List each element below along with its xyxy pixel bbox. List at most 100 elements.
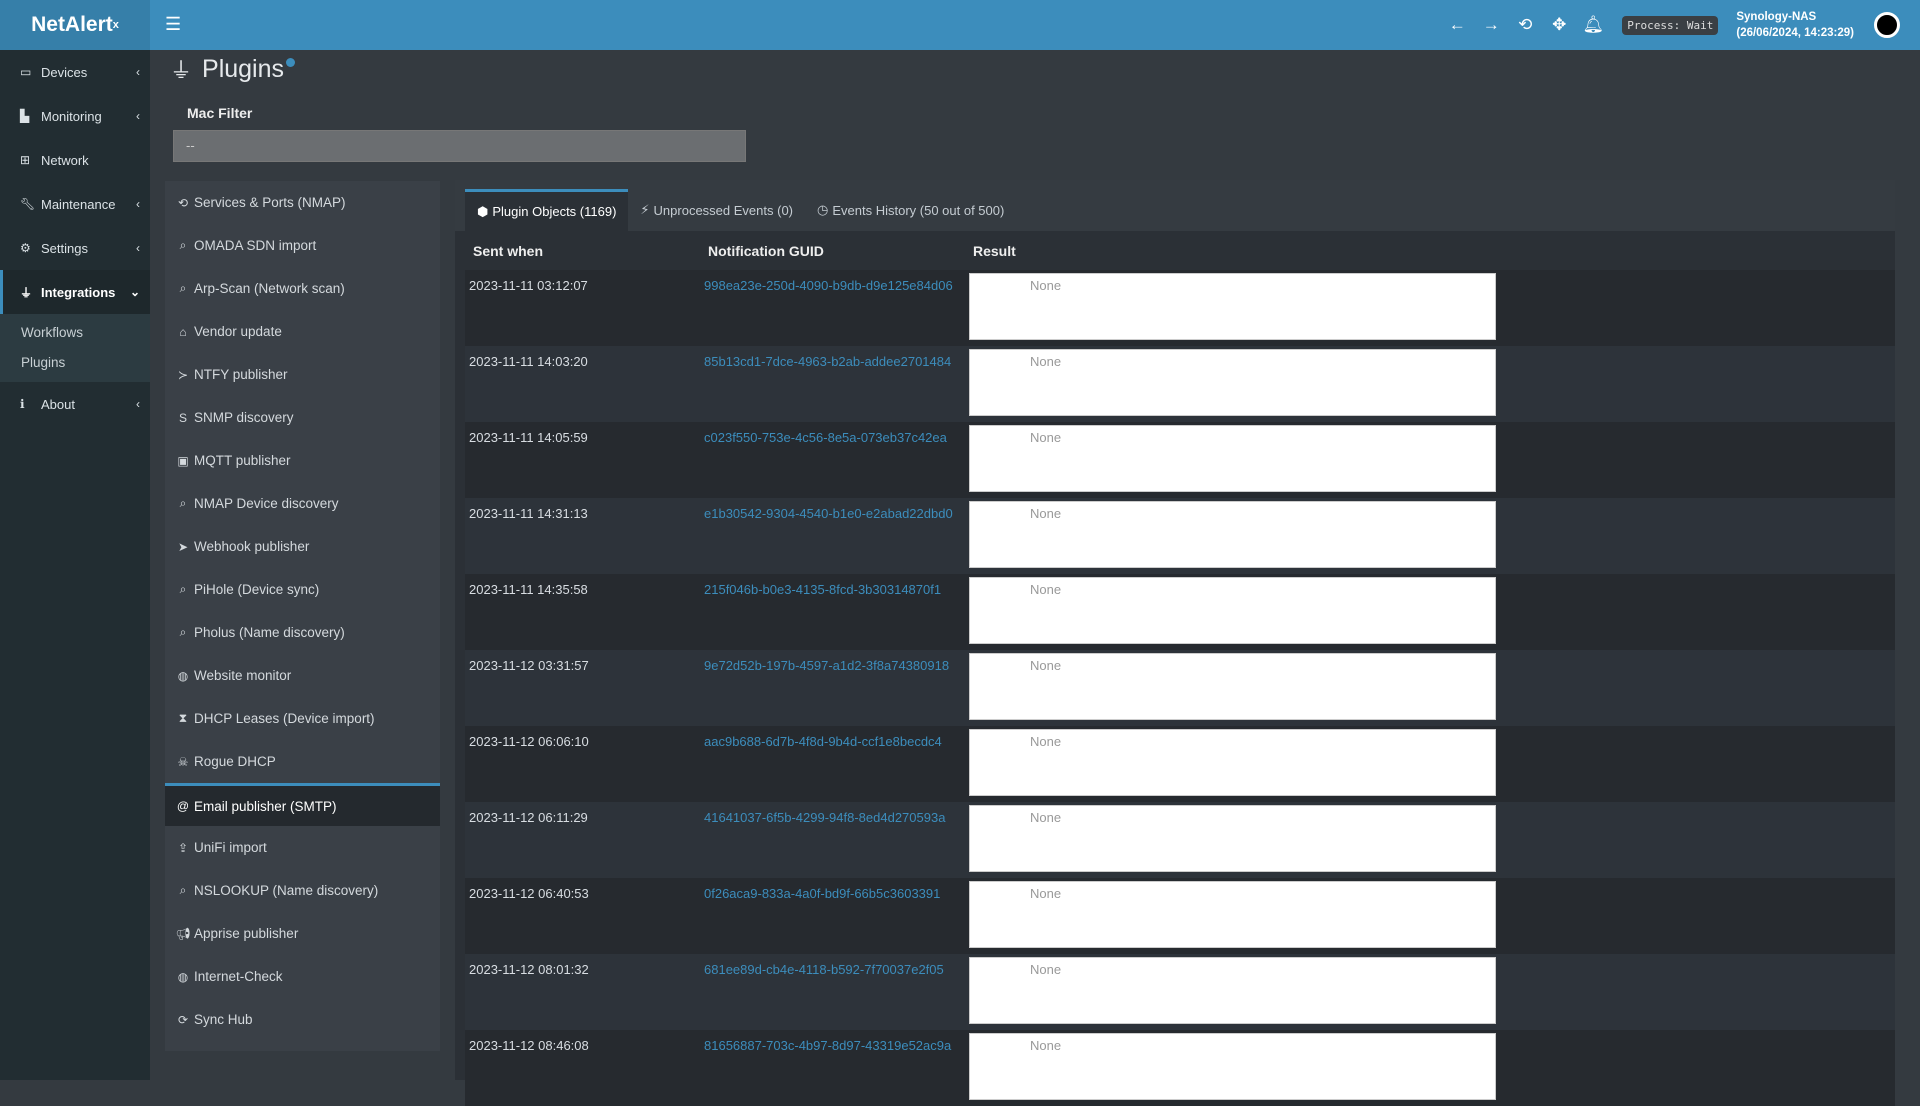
plugin-icon: ⌂ — [179, 324, 187, 339]
plugin-icon: ⧗ — [178, 711, 188, 725]
tab-plugin-objects[interactable]: ⬢ Plugin Objects (1169) — [465, 189, 629, 231]
plugin-item[interactable]: @ Email publisher (SMTP) — [165, 783, 440, 826]
result-textarea[interactable]: None — [969, 349, 1496, 416]
move-icon[interactable]: ✥ — [1552, 15, 1567, 34]
result-textarea[interactable]: None — [969, 881, 1496, 948]
result-textarea[interactable]: None — [969, 653, 1496, 720]
guid-link[interactable]: e1b30542-9304-4540-b1e0-e2abad22dbd0 — [704, 506, 953, 521]
mac-filter-select[interactable]: -- — [173, 130, 746, 162]
tab-events-history[interactable]: ◷ Events History (50 out of 500) — [805, 189, 1016, 231]
plugin-item[interactable]: ⌕ Arp-Scan (Network scan) — [165, 267, 440, 310]
col-result[interactable]: Result — [973, 243, 1016, 259]
plugin-item[interactable]: ⌕ Pholus (Name discovery) — [165, 611, 440, 654]
plugin-item[interactable]: ⟲ Services & Ports (NMAP) — [165, 181, 440, 224]
plugin-item[interactable]: ⌕ OMADA SDN import — [165, 224, 440, 267]
plugin-item[interactable]: S SNMP discovery — [165, 396, 440, 439]
guid-link[interactable]: 215f046b-b0e3-4135-8fcd-3b30314870f1 — [704, 582, 942, 597]
guid-link[interactable]: 41641037-6f5b-4299-94f8-8ed4d270593a — [704, 810, 946, 825]
menu-toggle-icon[interactable]: ☰ — [165, 14, 182, 34]
plugin-item[interactable]: ⌕ PiHole (Device sync) — [165, 568, 440, 611]
sidebar-subitem-plugins[interactable]: Plugins — [21, 355, 66, 370]
plugin-item[interactable]: 📢︎ Apprise publisher — [165, 912, 440, 955]
plugin-item[interactable]: ⇪ UniFi import — [165, 826, 440, 869]
sidebar-item-integrations[interactable]: ⏚ Integrations ⌄ — [0, 270, 150, 314]
result-textarea[interactable]: None — [969, 1033, 1496, 1100]
plugin-icon: ◍ — [177, 668, 189, 683]
guid-cell: 681ee89d-cb4e-4118-b592-7f70037e2f05 — [700, 954, 965, 1030]
plugin-panel: ⬢ Plugin Objects (1169) ⚡︎ Unprocessed Eve… — [455, 180, 1895, 1106]
plugin-item[interactable]: ▣ MQTT publisher — [165, 439, 440, 482]
plugin-item[interactable]: ⧗ DHCP Leases (Device import) — [165, 697, 440, 740]
tabs: ⬢ Plugin Objects (1169) ⚡︎ Unprocessed Eve… — [455, 180, 1895, 232]
plugin-icon: ▣ — [177, 453, 189, 468]
guid-link[interactable]: 9e72d52b-197b-4597-a1d2-3f8a74380918 — [704, 658, 950, 673]
bolt-icon: ⚡︎ — [640, 202, 650, 217]
plugin-item[interactable]: ◍ Internet-Check — [165, 955, 440, 998]
result-textarea[interactable]: None — [969, 577, 1496, 644]
logo[interactable]: NetAlert x — [0, 0, 150, 50]
col-notification-guid[interactable]: Notification GUID — [708, 243, 824, 259]
sidebar-item-network[interactable]: ⊞ Network — [0, 138, 150, 182]
plugin-item[interactable]: ⌕ NSLOOKUP (Name discovery) — [165, 869, 440, 912]
guid-link[interactable]: c023f550-753e-4c56-8e5a-073eb37c42ea — [704, 430, 947, 445]
info-icon: ℹ — [20, 397, 25, 411]
plugin-item[interactable]: ☠ Rogue DHCP — [165, 740, 440, 783]
user-avatar[interactable] — [1874, 12, 1900, 38]
plugin-icon: ⌕ — [179, 883, 187, 897]
guid-cell: c023f550-753e-4c56-8e5a-073eb37c42ea — [700, 422, 965, 498]
guid-link[interactable]: 85b13cd1-7dce-4963-b2ab-addee2701484 — [704, 354, 952, 369]
sent-when-cell: 2023-11-12 08:46:08 — [469, 1038, 589, 1053]
result-textarea[interactable]: None — [969, 273, 1496, 340]
guid-link[interactable]: aac9b688-6d7b-4f8d-9b4d-ccf1e8becdc4 — [704, 734, 942, 749]
label: About — [41, 396, 75, 412]
plugin-item[interactable]: ➤ Webhook publisher — [165, 525, 440, 568]
sidebar-subitem-workflows[interactable]: Workflows — [21, 325, 84, 340]
result-textarea[interactable]: None — [969, 805, 1496, 872]
plugin-item[interactable]: ⟳ Sync Hub — [165, 998, 440, 1041]
page-title-text: Plugins — [202, 54, 285, 83]
plugin-label: Internet-Check — [194, 969, 283, 984]
table-row: 2023-11-12 06:11:29 41641037-6f5b-4299-9… — [465, 802, 1895, 878]
sidebar-item-about[interactable]: ℹ About ‹ — [0, 382, 150, 426]
guid-link[interactable]: 81656887-703c-4b97-8d97-43319e52ac9a — [704, 1038, 952, 1053]
mac-filter-label: Mac Filter — [187, 105, 253, 121]
guid-link[interactable]: 998ea23e-250d-4090-b9db-d9e125e84d06 — [704, 278, 953, 293]
sidebar-item-devices[interactable]: ▭ Devices ‹ — [0, 50, 150, 94]
forward-arrow-icon[interactable]: → — [1482, 15, 1500, 34]
tab-label: Events History (50 out of 500) — [832, 202, 1005, 218]
result-textarea[interactable]: None — [969, 957, 1496, 1024]
help-icon[interactable] — [286, 57, 296, 67]
sidebar-item-monitoring[interactable]: ▙ Monitoring ‹ — [0, 94, 150, 138]
sent-when-cell: 2023-11-11 03:12:07 — [469, 278, 588, 293]
plugin-icon: ⌕ — [179, 238, 187, 252]
plugin-list: ⟲ Services & Ports (NMAP) ⌕ OMADA SDN impor… — [165, 181, 440, 1051]
plugin-icon: ⌕ — [179, 625, 187, 639]
result-cell: None — [965, 650, 1895, 726]
plugin-item[interactable]: ≻ NTFY publisher — [165, 353, 440, 396]
back-arrow-icon[interactable]: ← — [1448, 15, 1466, 34]
guid-link[interactable]: 681ee89d-cb4e-4118-b592-7f70037e2f05 — [704, 962, 944, 977]
plugin-item[interactable]: ⌕ NMAP Device discovery — [165, 482, 440, 525]
result-textarea[interactable]: None — [969, 729, 1496, 796]
label: Integrations — [41, 284, 116, 300]
guid-cell: 81656887-703c-4b97-8d97-43319e52ac9a — [700, 1030, 965, 1106]
result-textarea[interactable]: None — [969, 425, 1496, 492]
plugin-item[interactable]: ◍ Website monitor — [165, 654, 440, 697]
col-sent-when[interactable]: Sent when — [473, 243, 544, 259]
sidebar-item-settings[interactable]: ⚙ Settings ‹ — [0, 226, 150, 270]
plugin-item[interactable]: ⌂ Vendor update — [165, 310, 440, 353]
tab-unprocessed-events[interactable]: ⚡︎ Unprocessed Events (0) — [628, 189, 805, 231]
guid-cell: 998ea23e-250d-4090-b9db-d9e125e84d06 — [700, 270, 965, 346]
guid-link[interactable]: 0f26aca9-833a-4a0f-bd9f-66b5c3603391 — [704, 886, 941, 901]
plugin-icon: 📢︎ — [175, 926, 191, 941]
refresh-icon[interactable]: ⟲ — [1518, 15, 1533, 34]
plugin-icon: ◍ — [177, 969, 189, 984]
result-textarea[interactable]: None — [969, 501, 1496, 568]
sidebar: ▭ Devices ‹ ▙ Monitoring ‹ ⊞ Network 🔧︎ Mainte… — [0, 50, 150, 1080]
label: Settings — [41, 240, 88, 256]
bell-icon[interactable]: 🔔︎ — [1582, 15, 1605, 34]
plugin-icon: ➤ — [177, 539, 189, 554]
table-row: 2023-11-12 06:40:53 0f26aca9-833a-4a0f-b… — [465, 878, 1895, 954]
sidebar-item-maintenance[interactable]: 🔧︎ Maintenance ‹ — [0, 182, 150, 226]
tab-label: Unprocessed Events (0) — [653, 202, 793, 218]
